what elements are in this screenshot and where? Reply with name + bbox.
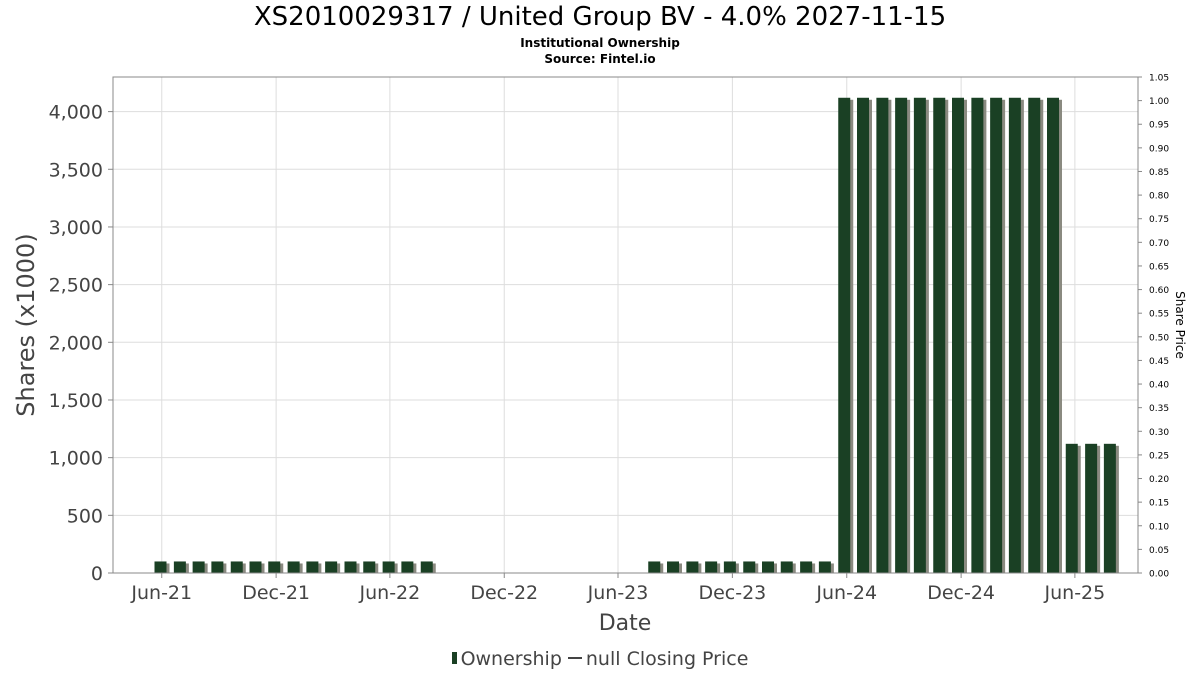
ownership-bar	[705, 561, 718, 573]
y-tick-label: 3,500	[49, 159, 103, 181]
y-right-tick-label: 0.55	[1149, 310, 1169, 320]
y-right-tick-label: 0.60	[1149, 286, 1169, 296]
x-tick-label: Jun-21	[130, 582, 192, 604]
y-axis-right-label: Share Price	[1173, 291, 1187, 359]
ownership-bar	[800, 561, 813, 573]
y-tick-label: 2,000	[49, 332, 103, 354]
y-right-tick-label: 0.15	[1149, 499, 1169, 509]
ownership-bar	[667, 561, 679, 573]
ownership-bar	[743, 561, 756, 573]
y-tick-label: 4,000	[49, 102, 103, 124]
ownership-bar	[211, 561, 224, 573]
ownership-bar	[762, 561, 774, 573]
legend-ownership: Ownership	[460, 648, 562, 670]
y-right-tick-label: 0.45	[1149, 357, 1169, 367]
legend: Ownership null Closing Price	[0, 648, 1200, 670]
ownership-bar	[230, 561, 243, 573]
y-right-tick-label: 1.05	[1149, 74, 1169, 84]
legend-price: null Closing Price	[585, 648, 749, 670]
plot-frame	[112, 76, 1139, 574]
x-tick-label: Jun-22	[359, 582, 421, 604]
ownership-bar	[401, 561, 414, 573]
ownership-bar	[192, 561, 205, 573]
y-axis-right: 0.00 0.05 0.10 0.15 0.20 0.25 0.30 0.35 0.40 0.45…	[1138, 74, 1169, 580]
y-right-tick-label: 0.75	[1149, 215, 1169, 225]
y-tick-label: 3,000	[49, 217, 103, 239]
y-right-tick-label: 0.20	[1149, 475, 1169, 485]
chart-subtitle: Institutional Ownership	[520, 36, 680, 50]
y-right-tick-label: 0.50	[1149, 333, 1169, 343]
y-right-tick-label: 0.05	[1149, 546, 1169, 556]
ownership-bar	[780, 561, 793, 573]
ownership-bar	[173, 561, 186, 573]
x-tick-label: Jun-23	[587, 582, 649, 604]
ownership-bar	[1028, 97, 1041, 573]
y-right-tick-label: 0.00	[1149, 570, 1169, 580]
ownership-swatch	[451, 651, 457, 664]
ownership-bar	[952, 97, 964, 573]
ownership-bar	[420, 561, 433, 573]
y-right-tick-label: 0.10	[1149, 522, 1169, 532]
ownership-bar	[1008, 97, 1021, 573]
ownership-bar	[876, 97, 889, 573]
ownership-bar	[1047, 97, 1059, 573]
y-tick-label: 2,500	[49, 275, 103, 297]
ownership-bar	[990, 97, 1003, 573]
ownership-bar	[933, 97, 946, 573]
y-tick-label: 1,000	[49, 448, 103, 470]
ownership-bar	[686, 561, 699, 573]
x-axis: Jun-21 Dec-21 Jun-22 Dec-22 Jun-23 Dec-23 Jun-…	[130, 573, 1105, 604]
ownership-bar	[306, 561, 319, 573]
y-right-tick-label: 0.80	[1149, 192, 1169, 202]
chart-source: Source: Fintel.io	[544, 52, 656, 66]
y-tick-label: 0	[91, 563, 103, 585]
ownership-bar	[857, 97, 869, 573]
x-tick-label: Dec-23	[698, 582, 766, 604]
y-right-tick-label: 0.85	[1149, 168, 1169, 178]
y-axis-label: Shares (x1000)	[12, 233, 40, 416]
ownership-bar	[648, 561, 661, 573]
y-right-tick-label: 1.00	[1149, 97, 1169, 107]
y-axis: 0 500 1,000 1,500 2,000 2,500 3,000 3,500 4,000	[49, 102, 113, 585]
y-right-tick-label: 0.95	[1149, 121, 1169, 131]
y-right-tick-label: 0.90	[1149, 144, 1169, 154]
y-tick-label: 1,500	[49, 390, 103, 412]
ownership-bar	[1103, 443, 1116, 573]
x-tick-label: Dec-24	[927, 582, 995, 604]
x-axis-label: Date	[599, 611, 652, 636]
ownership-bar	[268, 561, 281, 573]
y-right-tick-label: 0.65	[1149, 262, 1169, 272]
ownership-bar	[1085, 443, 1098, 573]
y-right-tick-label: 0.40	[1149, 381, 1169, 391]
y-right-tick-label: 0.30	[1149, 428, 1169, 438]
x-tick-label: Jun-24	[815, 582, 877, 604]
x-tick-label: Jun-25	[1044, 582, 1106, 604]
y-right-tick-label: 0.25	[1149, 451, 1169, 461]
x-tick-label: Dec-22	[470, 582, 538, 604]
y-tick-label: 500	[67, 505, 103, 527]
ownership-bar	[344, 561, 357, 573]
plot-border	[112, 76, 1139, 574]
price-swatch	[567, 656, 582, 659]
ownership-bar	[1065, 443, 1078, 573]
y-right-tick-label: 0.35	[1149, 404, 1169, 414]
ownership-bar	[838, 97, 851, 573]
x-tick-label: Dec-21	[242, 582, 310, 604]
ownership-bar	[382, 561, 395, 573]
ownership-bar	[971, 97, 984, 573]
ownership-bar	[723, 561, 736, 573]
chart-title: XS2010029317 / United Group BV - 4.0% 20…	[253, 2, 947, 32]
ownership-bar	[895, 97, 908, 573]
ownership-bar	[287, 561, 300, 573]
ownership-bar	[913, 97, 926, 573]
ownership-bar	[363, 561, 376, 573]
bars	[154, 97, 1119, 573]
ownership-bar	[325, 561, 338, 573]
ownership-bar	[818, 561, 831, 573]
y-right-tick-label: 0.70	[1149, 239, 1169, 249]
ownership-bar	[249, 561, 262, 573]
ownership-bar	[154, 561, 167, 573]
